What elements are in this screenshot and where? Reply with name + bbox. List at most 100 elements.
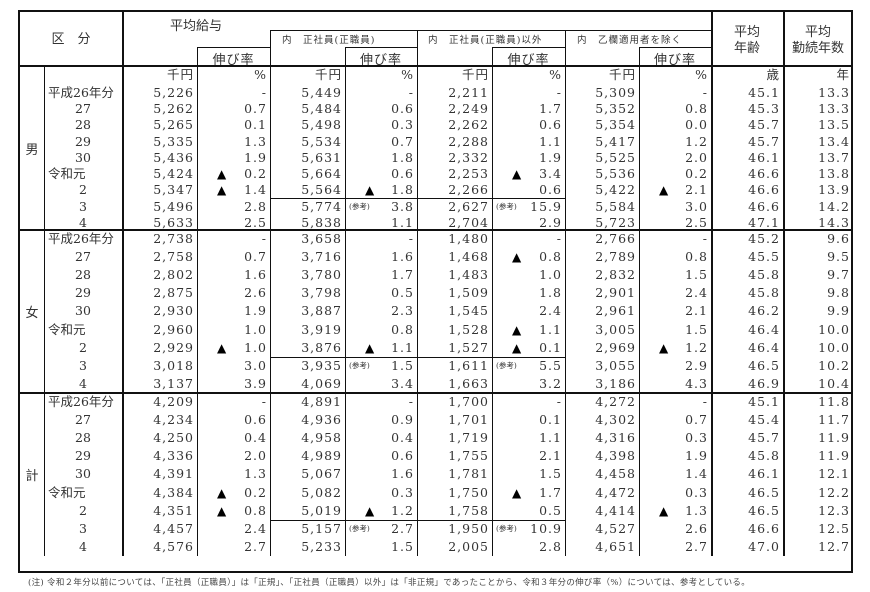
table-cell-age: 46.5 <box>748 484 780 500</box>
table-cell-reg-r: 1.1 <box>391 214 414 230</box>
negative-triangle-icon: ▲ <box>217 340 227 355</box>
table-cell-ex-r: 2.6 <box>685 520 708 536</box>
year-label: 令和元 <box>48 484 86 500</box>
divider <box>345 47 346 65</box>
table-cell-age: 45.1 <box>748 394 780 409</box>
year-label: 平成26年分 <box>48 394 114 409</box>
divider <box>783 12 785 65</box>
table-cell-reg: 3,919 <box>301 321 342 337</box>
unit-label: 歳 <box>766 67 780 82</box>
table-cell-ten: 12.7 <box>818 538 850 554</box>
table-cell-sal-r: 2.0 <box>244 448 267 464</box>
divider <box>44 230 45 393</box>
table-cell-ten: 9.5 <box>827 249 850 265</box>
table-cell-ex-r: 1.2 <box>685 133 708 149</box>
divider <box>565 67 566 230</box>
header-line-rate <box>345 47 417 48</box>
table-cell-ex-r: 2.0 <box>685 149 708 165</box>
table-cell-non-r: - <box>556 85 562 100</box>
group-label: 女 <box>25 305 39 321</box>
table-cell-non-r: 0.1 <box>539 412 562 428</box>
table-cell-reg-r: 0.9 <box>391 412 414 428</box>
divider <box>417 230 418 393</box>
table-cell-sal: 4,209 <box>153 394 194 409</box>
table-cell-reg: 3,935 <box>301 357 342 373</box>
table-cell-sal-r: 2.6 <box>244 285 267 301</box>
table-cell-non-r: 1.1 <box>539 321 562 337</box>
table-cell-non: 1,700 <box>448 394 489 409</box>
table-cell-reg: 4,936 <box>301 412 342 428</box>
year-label: 28 <box>75 267 91 283</box>
year-label: 2 <box>79 182 87 198</box>
negative-triangle-icon: ▲ <box>365 340 375 355</box>
unit-label: 千円 <box>608 67 636 82</box>
table-cell-reg-r: 1.5 <box>391 357 414 373</box>
table-cell-reg: 3,716 <box>301 249 342 265</box>
table-cell-ten: 13.4 <box>818 133 850 149</box>
table-cell-ten: 10.2 <box>818 357 850 373</box>
table-cell-sal: 2,875 <box>153 285 194 301</box>
header-avg-tenure: 平均 勤続年数 <box>783 18 853 63</box>
table-cell-age: 46.9 <box>748 375 780 391</box>
table-cell-ex-r: 0.0 <box>685 117 708 133</box>
table-cell-ten: 9.7 <box>827 267 850 283</box>
reclassification-line <box>270 197 565 199</box>
table-cell-reg-r: 0.4 <box>391 430 414 446</box>
year-label: 4 <box>79 538 87 554</box>
divider <box>345 67 346 230</box>
unit-label: 千円 <box>166 67 194 82</box>
table-cell-reg: 5,484 <box>301 101 342 117</box>
table-cell-ten: 9.8 <box>827 285 850 301</box>
unit-label: % <box>401 67 414 82</box>
divider <box>122 67 124 230</box>
table-cell-non: 1,468 <box>448 249 489 265</box>
year-label: 30 <box>75 149 91 165</box>
table-cell-reg-r: 1.7 <box>391 267 414 283</box>
header-line-rate <box>197 47 270 48</box>
table-cell-sal-r: 1.3 <box>244 466 267 482</box>
table-cell-age: 45.7 <box>748 133 780 149</box>
year-label: 27 <box>75 249 91 265</box>
table-cell-non: 1,663 <box>448 375 489 391</box>
year-label: 29 <box>75 285 91 301</box>
salary-statistics-table: 区 分 平均給与 伸び率 内 正社員(正職員) 伸び率 内 正社員(正職員)以外… <box>18 10 853 573</box>
table-cell-sal: 4,336 <box>153 448 194 464</box>
table-cell-ten: 9.6 <box>827 231 850 246</box>
table-cell-non-r: 3.4 <box>539 166 562 182</box>
table-cell-ten: 12.1 <box>818 466 850 482</box>
table-cell-reg-r: 1.2 <box>391 502 414 518</box>
table-cell-reg-r: 0.3 <box>391 484 414 500</box>
table-cell-sal-r: 2.8 <box>244 198 267 214</box>
table-cell-ex: 4,316 <box>595 430 636 446</box>
table-cell-ex-r: 4.3 <box>685 375 708 391</box>
table-cell-sal: 4,351 <box>153 502 194 518</box>
table-cell-reg: 3,780 <box>301 267 342 283</box>
table-cell-reg-r: 2.7 <box>391 520 414 536</box>
divider <box>122 230 124 393</box>
header-line-rate <box>639 47 711 48</box>
table-cell-age: 46.6 <box>748 520 780 536</box>
table-cell-non-r: 1.7 <box>539 101 562 117</box>
table-cell-ten: 13.3 <box>818 85 850 100</box>
header-avg-tenure-line1: 平均 <box>804 24 831 40</box>
table-cell-non-r: 3.2 <box>539 375 562 391</box>
header-avg-salary-growth: 伸び率 <box>212 53 255 68</box>
table-cell-non: 2,253 <box>448 166 489 182</box>
table-cell-age: 46.6 <box>748 182 780 198</box>
table-cell-ten: 14.2 <box>818 198 850 214</box>
table-cell-reg: 5,157 <box>301 520 342 536</box>
table-cell-sal: 4,391 <box>153 466 194 482</box>
year-label: 29 <box>75 133 91 149</box>
table-cell-non: 1,527 <box>448 339 489 355</box>
table-cell-ex: 5,536 <box>595 166 636 182</box>
table-cell-non-r: 1.1 <box>539 430 562 446</box>
negative-triangle-icon: ▲ <box>659 183 669 198</box>
table-cell-reg: 5,498 <box>301 117 342 133</box>
table-cell-age: 46.5 <box>748 502 780 518</box>
table-cell-reg-r: 0.8 <box>391 321 414 337</box>
table-cell-ex: 3,055 <box>595 357 636 373</box>
table-cell-non: 2,211 <box>448 85 489 100</box>
unit-label: % <box>549 67 562 82</box>
table-cell-sal: 5,262 <box>153 101 194 117</box>
divider <box>122 393 124 556</box>
